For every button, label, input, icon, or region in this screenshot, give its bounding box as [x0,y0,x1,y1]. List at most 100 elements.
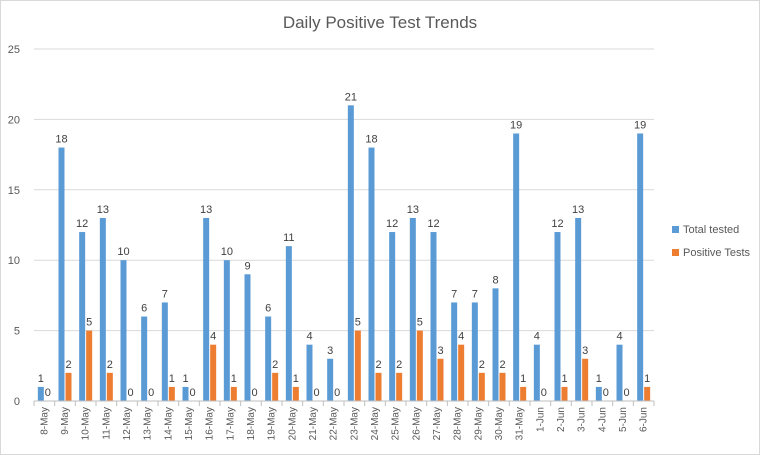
data-label-positive-tests: 2 [479,359,485,371]
bar-total-tested [223,260,230,401]
bar-total-tested [554,232,561,401]
legend: Total tested Positive Tests [672,224,751,259]
data-label-total-tested: 12 [76,218,88,230]
bar-positive-tests [375,372,382,401]
x-tick-label: 20-May [287,407,298,440]
data-label-positive-tests: 1 [231,373,237,385]
data-label-positive-tests: 2 [107,359,113,371]
bar-positive-tests [582,358,589,401]
gridlines [34,48,654,332]
bar-positive-tests [437,358,444,401]
data-label-total-tested: 8 [492,274,498,286]
bar-positive-tests [499,372,506,401]
data-label-positive-tests: 1 [644,373,650,385]
y-tick-label: 15 [8,185,20,197]
bar-positive-tests [106,372,113,401]
data-label-positive-tests: 2 [375,359,381,371]
data-label-positive-tests: 3 [437,345,443,357]
data-label-total-tested: 4 [306,331,312,343]
bar-total-tested [347,105,354,401]
data-label-positive-tests: 0 [127,387,133,399]
bar-positive-tests [168,386,175,401]
y-tick-label: 20 [8,114,20,126]
y-tick-label: 5 [14,326,20,338]
bar-total-tested [533,344,540,401]
bar-total-tested [58,147,65,401]
bar-total-tested [327,358,334,401]
x-tick-label: 2-Jun [556,407,567,432]
bar-total-tested [492,288,499,401]
bar-total-tested [513,133,520,402]
bar-total-tested [368,147,375,401]
data-label-total-tested: 13 [97,204,109,216]
y-tick-label: 0 [14,396,20,408]
x-tick-label: 22-May [329,407,340,440]
bar-total-tested [161,302,168,401]
bar-total-tested [99,217,106,401]
data-label-positive-tests: 5 [417,317,423,329]
data-label-positive-tests: 4 [458,331,464,343]
x-tick-label: 27-May [432,407,443,440]
data-label-total-tested: 21 [345,91,357,103]
bar-total-tested [182,386,189,401]
data-label-total-tested: 10 [117,246,129,258]
x-tick-label: 28-May [453,407,464,440]
x-tick-label: 21-May [308,407,319,440]
x-tick-label: 5-Jun [618,407,629,432]
data-label-positive-tests: 1 [520,373,526,385]
bar-total-tested [451,302,458,401]
data-label-positive-tests: 0 [148,387,154,399]
data-label-total-tested: 12 [551,218,563,230]
legend-label-total-tested: Total tested [683,224,739,236]
data-label-positive-tests: 0 [313,387,319,399]
bar-total-tested [244,274,251,401]
data-label-total-tested: 7 [472,288,478,300]
data-label-total-tested: 19 [634,119,646,131]
data-label-total-tested: 1 [38,373,44,385]
x-tick-label: 3-Jun [577,407,588,432]
data-label-total-tested: 7 [451,288,457,300]
x-tick-label: 6-Jun [639,407,650,432]
data-label-positive-tests: 2 [499,359,505,371]
bar-positive-tests [478,372,485,401]
data-label-positive-tests: 0 [541,387,547,399]
x-tick-label: 16-May [205,407,216,440]
data-label-positive-tests: 3 [582,345,588,357]
bar-total-tested [575,217,582,401]
bar-positive-tests [396,372,403,401]
data-label-total-tested: 11 [283,232,294,244]
data-label-positive-tests: 2 [65,359,71,371]
data-label-total-tested: 12 [386,218,398,230]
data-label-total-tested: 7 [162,288,168,300]
bar-positive-tests [272,372,279,401]
data-label-positive-tests: 0 [45,387,51,399]
bar-positive-tests [644,386,651,401]
x-tick-label: 26-May [411,407,422,440]
x-tick-label: 30-May [494,407,505,440]
data-label-total-tested: 4 [616,331,622,343]
data-label-total-tested: 13 [200,204,212,216]
x-tick-label: 8-May [39,407,50,435]
bar-total-tested [306,344,313,401]
bar-total-tested [265,316,272,401]
data-label-positive-tests: 0 [189,387,195,399]
x-tick-label: 18-May [246,407,257,440]
chart-title: Daily Positive Test Trends [283,13,477,32]
data-label-total-tested: 9 [244,260,250,272]
data-label-positive-tests: 0 [334,387,340,399]
data-label-positive-tests: 0 [603,387,609,399]
bar-total-tested [616,344,623,401]
legend-label-positive-tests: Positive Tests [683,247,751,259]
x-tick-label: 24-May [370,407,381,440]
x-tick-label: 13-May [143,407,154,440]
legend-swatch-total-tested [672,226,679,233]
data-label-total-tested: 6 [265,303,271,315]
data-label-positive-tests: 0 [251,387,257,399]
bar-total-tested [37,386,44,401]
data-label-positive-tests: 5 [86,317,92,329]
bar-total-tested [120,260,127,401]
x-tick-label: 1-Jun [535,407,546,432]
